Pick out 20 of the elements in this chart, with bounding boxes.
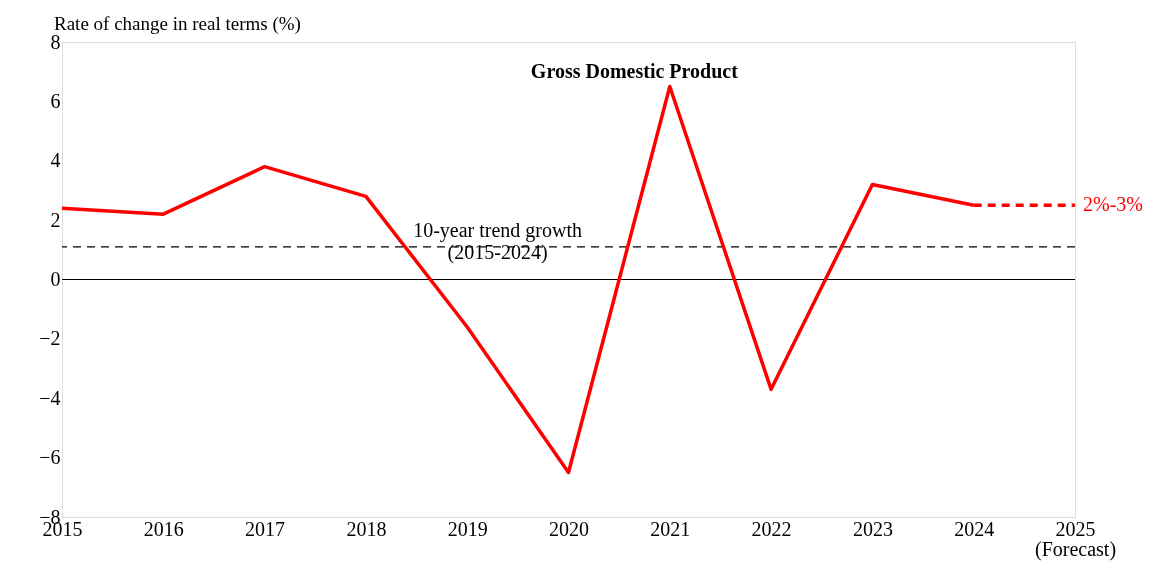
x-tick-label: 2018 (346, 517, 387, 540)
x-tick-label: 2017 (245, 517, 286, 540)
x-tick-label: 2023 (852, 517, 893, 540)
annotation: 2%-3% (1083, 193, 1143, 216)
y-tick-label: 4 (50, 149, 61, 172)
ref-line-label: 10-year trend growth (2015-2024) (413, 218, 582, 264)
y-tick-label: −4 (39, 386, 61, 409)
x-tick-label: 2024 (954, 517, 995, 540)
x-tick-label: 2019 (447, 517, 488, 540)
y-tick-label: 6 (50, 89, 61, 112)
text: Gross Domestic Product (530, 60, 739, 82)
y-tick-label: 0 (50, 268, 61, 290)
x-tick-label: 2020 (549, 517, 589, 540)
y-tick-label: 2 (50, 208, 61, 231)
x-tick-label: 2025 (Forecast) (1034, 517, 1117, 561)
x-tick-label: 2022 (751, 517, 792, 540)
y-tick-label: −2 (39, 327, 61, 350)
x-tick-label: 2021 (650, 517, 691, 540)
y-tick-label: −6 (39, 446, 61, 469)
x-tick-label: 2016 (143, 517, 184, 540)
